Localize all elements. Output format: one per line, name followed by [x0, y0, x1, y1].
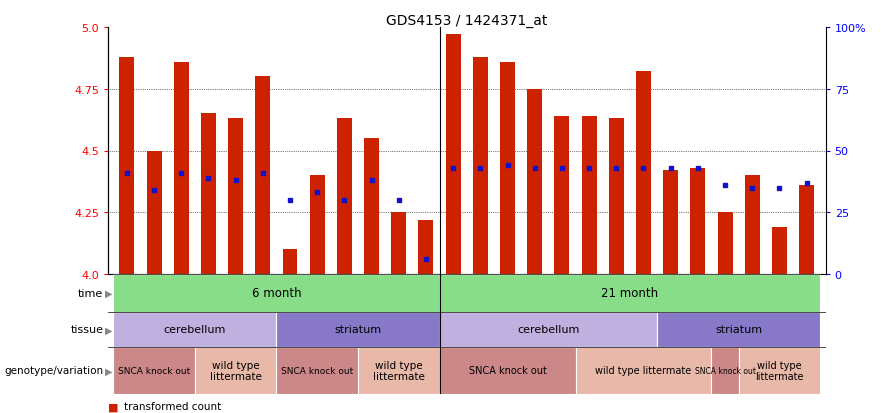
Bar — [799, 185, 814, 274]
Text: striatum: striatum — [715, 325, 762, 335]
Text: wild type
littermate: wild type littermate — [755, 360, 804, 381]
Bar — [113, 312, 277, 347]
Bar — [283, 250, 298, 274]
Text: striatum: striatum — [334, 325, 382, 335]
Text: ▶: ▶ — [105, 325, 112, 335]
Text: cerebellum: cerebellum — [164, 325, 226, 335]
Text: SNCA knock out: SNCA knock out — [469, 366, 546, 375]
Bar — [582, 116, 597, 274]
Bar — [277, 312, 439, 347]
Bar — [439, 274, 820, 312]
Bar — [194, 347, 277, 394]
Bar — [113, 347, 194, 394]
Text: cerebellum: cerebellum — [517, 325, 580, 335]
Bar — [337, 119, 352, 274]
Bar — [718, 213, 733, 274]
Bar — [712, 347, 739, 394]
Bar — [554, 116, 569, 274]
Text: genotype/variation: genotype/variation — [4, 366, 103, 375]
Bar — [119, 57, 134, 274]
Bar — [575, 347, 712, 394]
Bar — [500, 62, 515, 274]
Bar — [636, 72, 651, 274]
Bar — [201, 114, 216, 274]
Text: ▶: ▶ — [105, 366, 112, 375]
Text: wild type littermate: wild type littermate — [595, 366, 691, 375]
Bar — [609, 119, 624, 274]
Bar — [527, 90, 542, 274]
Text: SNCA knock out: SNCA knock out — [695, 366, 756, 375]
Text: 6 month: 6 month — [252, 287, 301, 300]
Bar — [473, 57, 488, 274]
Text: transformed count: transformed count — [124, 401, 221, 411]
Bar — [277, 347, 358, 394]
Bar — [663, 171, 678, 274]
Text: ▶: ▶ — [105, 288, 112, 298]
Bar — [739, 347, 820, 394]
Text: ■: ■ — [108, 401, 118, 411]
Bar — [113, 274, 439, 312]
Bar — [744, 176, 759, 274]
Text: tissue: tissue — [71, 325, 103, 335]
Bar — [228, 119, 243, 274]
Text: wild type
littermate: wild type littermate — [210, 360, 262, 381]
Bar — [446, 36, 461, 274]
Text: wild type
littermate: wild type littermate — [373, 360, 424, 381]
Text: time: time — [78, 288, 103, 298]
Bar — [174, 62, 189, 274]
Bar — [309, 176, 324, 274]
Bar — [255, 77, 271, 274]
Bar — [358, 347, 439, 394]
Bar — [690, 169, 705, 274]
Bar — [364, 139, 379, 274]
Bar — [657, 312, 820, 347]
Bar — [392, 213, 407, 274]
Text: SNCA knock out: SNCA knock out — [118, 366, 190, 375]
Bar — [439, 312, 657, 347]
Text: 21 month: 21 month — [601, 287, 659, 300]
Text: SNCA knock out: SNCA knock out — [281, 366, 354, 375]
Bar — [439, 347, 575, 394]
Bar — [147, 151, 162, 274]
Bar — [418, 220, 433, 274]
Text: GDS4153 / 1424371_at: GDS4153 / 1424371_at — [386, 14, 547, 28]
Bar — [772, 228, 787, 274]
